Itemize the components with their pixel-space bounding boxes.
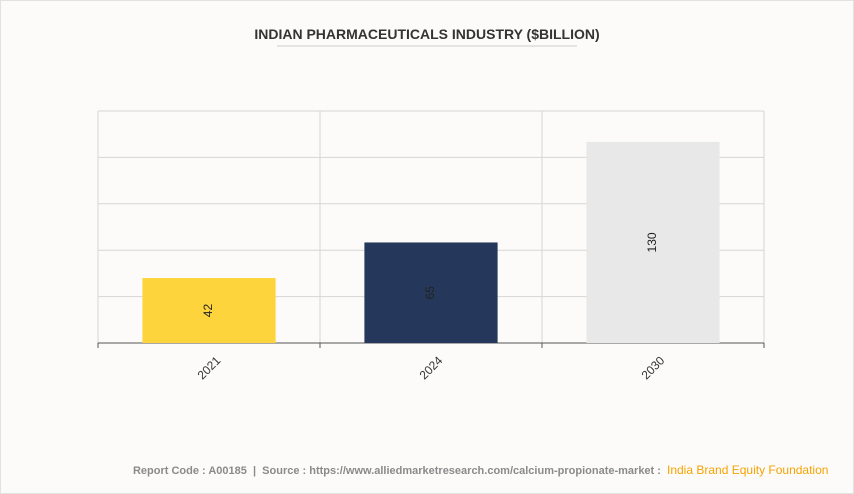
footer-source: Report Code : A00185 | Source : https://… bbox=[133, 465, 664, 477]
bar bbox=[364, 242, 498, 343]
footer-credit: India Brand Equity Foundation bbox=[667, 463, 828, 477]
value-label: 65 bbox=[423, 286, 437, 300]
value-label: 130 bbox=[645, 232, 659, 252]
bar bbox=[142, 278, 276, 343]
chart-title: INDIAN PHARMACEUTICALS INDUSTRY ($BILLIO… bbox=[254, 26, 599, 42]
value-label: 42 bbox=[201, 304, 215, 318]
bar bbox=[586, 141, 720, 343]
